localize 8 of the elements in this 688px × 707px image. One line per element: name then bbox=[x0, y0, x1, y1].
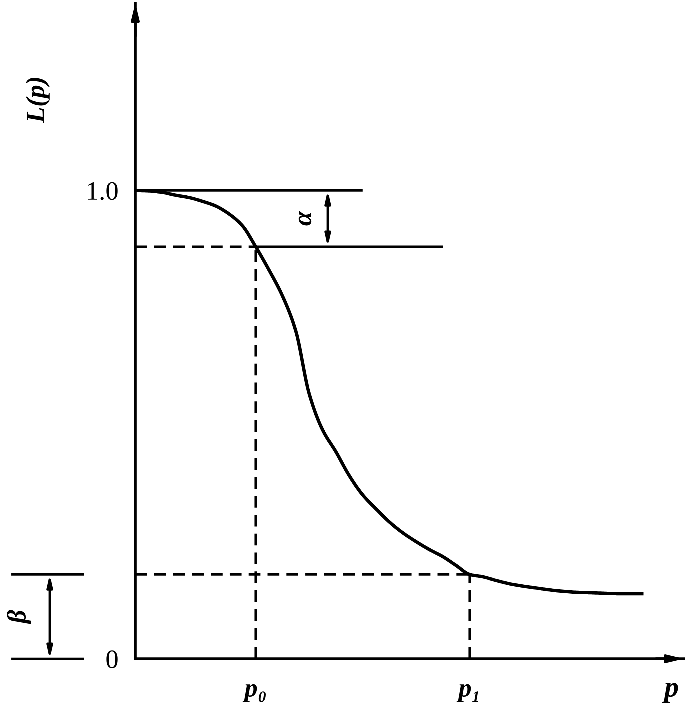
y-tick-label: 0 bbox=[106, 650, 118, 668]
annotation: α bbox=[298, 211, 312, 226]
y-tick-label: 1.0 bbox=[88, 182, 118, 200]
y-axis-title: L(p) bbox=[26, 78, 50, 124]
x-tick-label: p₁ bbox=[456, 684, 478, 702]
x-axis-title: p bbox=[662, 683, 678, 704]
x-tick-label: p₀ bbox=[242, 684, 266, 702]
text: β bbox=[7, 610, 32, 624]
